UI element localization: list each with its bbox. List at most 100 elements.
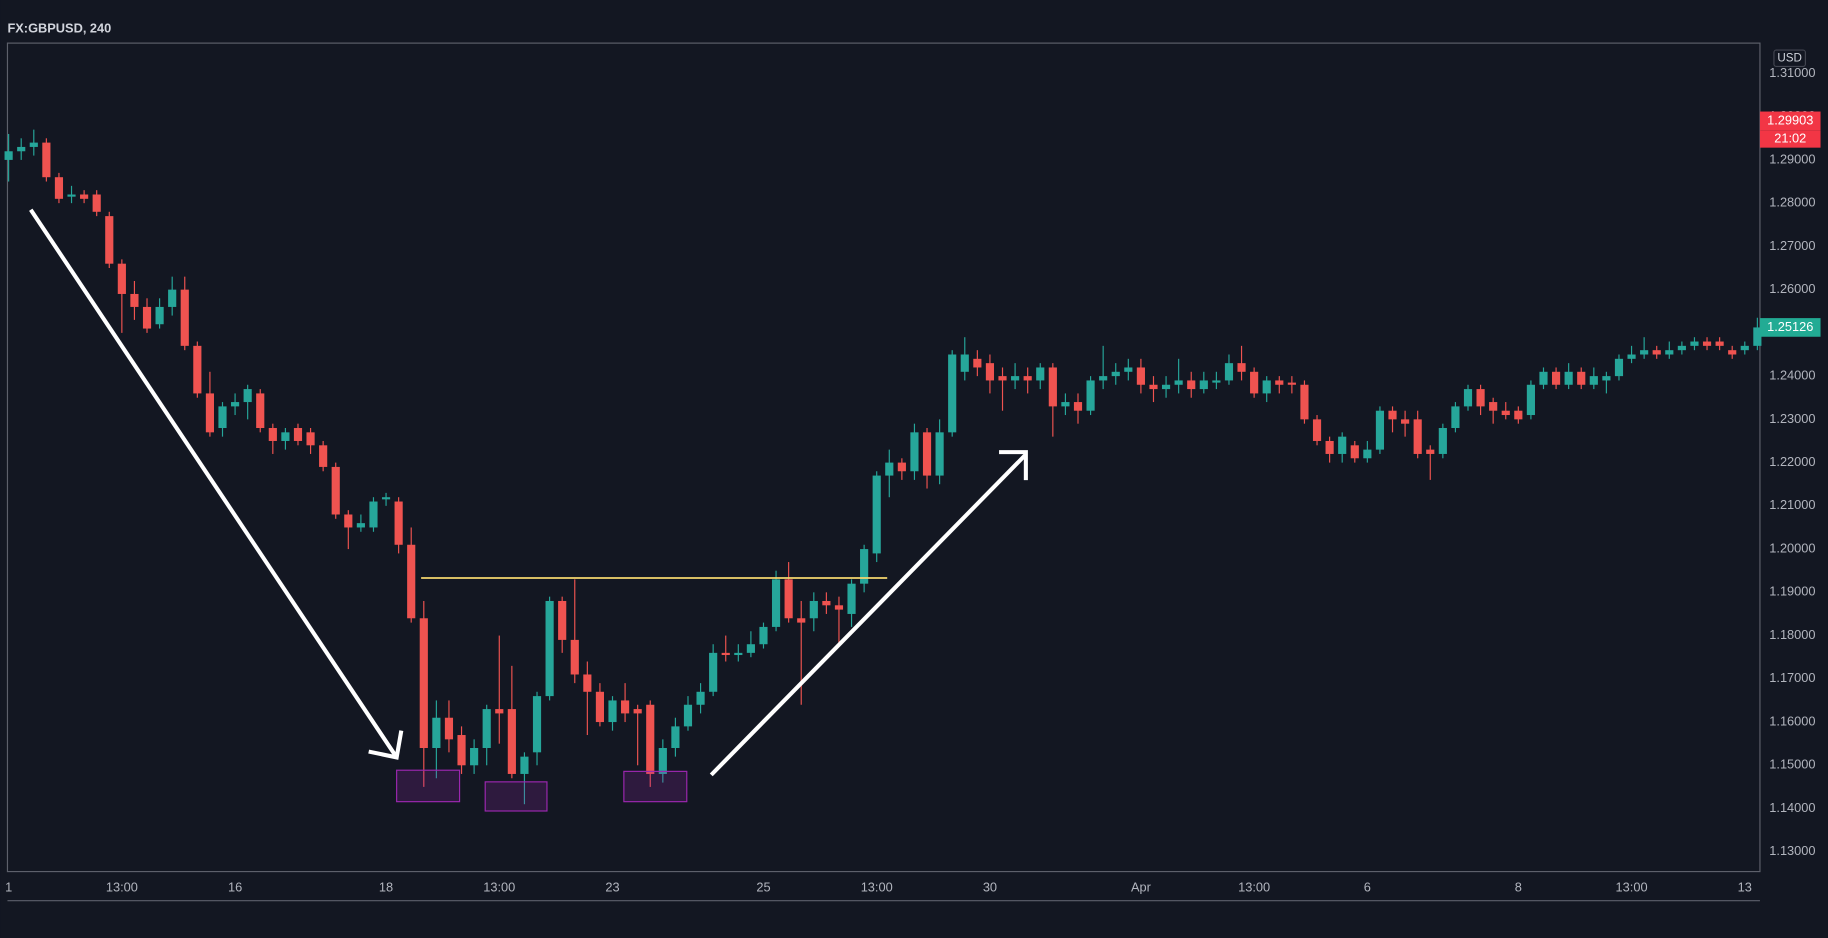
candle-body — [1438, 428, 1447, 454]
candle-body — [407, 544, 416, 619]
candle-body — [1363, 449, 1372, 459]
candle-body — [1652, 350, 1661, 355]
candles — [4, 129, 1762, 805]
candle-body — [1312, 419, 1322, 441]
x-tick-label: 13 — [1738, 879, 1752, 894]
candle-body — [356, 523, 365, 528]
candle-body — [1702, 341, 1712, 346]
drawings — [29, 208, 1028, 812]
candle-body — [671, 726, 680, 748]
candle-body — [205, 393, 214, 433]
arrow-head — [999, 450, 1028, 481]
x-tick-label: 23 — [605, 879, 619, 894]
candle-body — [683, 704, 693, 727]
x-tick-label: 13:00 — [1238, 879, 1270, 894]
candle-body — [822, 600, 831, 606]
candle-body — [1250, 371, 1259, 394]
candle-body — [1539, 371, 1548, 385]
y-tick-label: 1.19000 — [1769, 584, 1815, 599]
candle-body — [193, 345, 202, 394]
candle-body — [444, 717, 454, 740]
y-tick-label: 1.16000 — [1769, 713, 1815, 728]
price-tag — [1759, 318, 1821, 337]
candle-body — [1514, 410, 1523, 420]
candle-body — [1287, 382, 1296, 385]
currency-box — [1773, 49, 1806, 67]
candle-body — [381, 497, 391, 500]
countdown-tag — [1759, 130, 1821, 148]
trend-arrow — [709, 453, 1028, 777]
candle-body — [1489, 402, 1498, 411]
candle-body — [897, 462, 906, 472]
candle-body — [633, 709, 642, 714]
candle-body — [696, 691, 705, 705]
y-tick-label: 1.17000 — [1769, 670, 1815, 685]
y-tick-label: 1.14000 — [1769, 800, 1815, 815]
candle-body — [1199, 380, 1208, 390]
candle-body — [457, 735, 466, 766]
candle-body — [847, 583, 856, 614]
candle-body — [1426, 449, 1435, 454]
candle-body — [344, 514, 353, 528]
x-tick-label: 13:00 — [106, 879, 138, 894]
candle-body — [520, 756, 529, 774]
candle-body — [29, 142, 38, 147]
candle-body — [130, 293, 139, 307]
candle-body — [570, 639, 579, 675]
y-tick-label: 1.21000 — [1769, 497, 1815, 512]
candle-body — [721, 652, 730, 656]
x-tick-label: 16 — [228, 879, 242, 894]
candle-body — [1677, 345, 1686, 351]
candle-body — [293, 428, 303, 441]
candle-body — [1577, 371, 1586, 385]
candle-body — [117, 263, 126, 294]
candle-body — [80, 194, 89, 199]
candle-body — [935, 432, 944, 476]
candle-body — [1338, 436, 1347, 454]
candle-body — [180, 289, 189, 346]
candle-body — [960, 354, 969, 372]
bottom-box — [484, 781, 548, 812]
chart-title: FX:GBPUSD, 240 — [7, 21, 111, 36]
candle-body — [306, 432, 315, 446]
candle-body — [1690, 341, 1699, 346]
candle-body — [532, 696, 542, 753]
y-tick-label: 1.13000 — [1769, 843, 1815, 858]
countdown-label: 21:02 — [1774, 130, 1806, 145]
candle-body — [998, 376, 1007, 381]
candle-body — [1501, 410, 1510, 416]
candle-body — [709, 652, 718, 692]
candle-body — [1086, 380, 1095, 411]
candle-body — [67, 194, 76, 197]
candle-body — [1740, 345, 1749, 351]
candle-body — [595, 691, 605, 723]
bottom-box — [396, 769, 461, 803]
candle-body — [1073, 402, 1083, 411]
candle-body — [621, 700, 630, 714]
candle-body — [1149, 384, 1158, 390]
candle-body — [54, 177, 64, 199]
x-tick-label: Apr — [1131, 879, 1152, 894]
candle-body — [17, 146, 26, 152]
candle-body — [432, 717, 441, 748]
candle-body — [784, 579, 793, 619]
candle-body — [1048, 367, 1057, 407]
candle-body — [1212, 380, 1221, 383]
y-tick-label: 1.23000 — [1769, 411, 1815, 426]
y-tick-label: 1.29000 — [1769, 151, 1815, 166]
x-tick-label: 6 — [1364, 879, 1371, 894]
candle-body — [394, 501, 403, 545]
candle-body — [268, 428, 277, 441]
candle-body — [1061, 402, 1070, 407]
candle-body — [155, 306, 164, 325]
candle-body — [243, 389, 252, 403]
y-tick-label: 1.22000 — [1769, 454, 1815, 469]
candle-body — [482, 709, 491, 748]
candle-body — [1602, 376, 1611, 381]
candle-body — [1551, 371, 1561, 385]
x-tick-label: 8 — [1515, 879, 1522, 894]
y-tick-label: 1.26000 — [1769, 281, 1815, 296]
candle-body — [331, 466, 340, 515]
candle-body — [1640, 350, 1649, 355]
candle-body — [1627, 354, 1636, 359]
